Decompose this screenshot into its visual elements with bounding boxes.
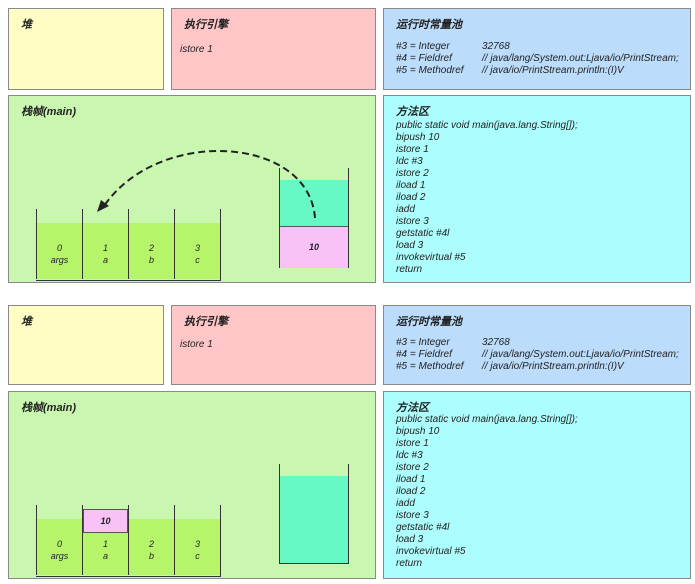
code-line: iadd [396,204,578,216]
code-line: getstatic #4l [396,228,578,240]
code-line: iadd [396,498,578,510]
pool-row: #5 = Methodref// java/io/PrintStream.pri… [396,65,624,76]
slot-index: 1 [83,539,128,549]
local-slot-2: 2 b [128,505,174,575]
heap-title: 堆 [21,313,32,329]
slot-name: args [37,551,82,561]
slot-value: 10 [83,509,128,533]
store-arrow [9,96,377,284]
code-line: iload 2 [396,486,578,498]
heap-box: 堆 [8,305,164,385]
local-slot-3: 3 c [174,505,220,575]
constant-pool-box: 运行时常量池 #3 = Integer 32768 #4 = Fieldref//… [383,305,691,385]
slot-name: b [129,551,174,561]
code-line: iload 1 [396,180,578,192]
local-slot-0: 0 args [36,505,82,575]
code-line: ldc #3 [396,450,578,462]
code-line: getstatic #4l [396,522,578,534]
slot-index: 0 [37,539,82,549]
slot-index: 3 [175,539,220,549]
method-area-box: 方法区 public static void main(java.lang.St… [383,391,691,579]
bytecode-listing: public static void main(java.lang.String… [396,120,578,276]
code-line: return [396,558,578,570]
code-line: public static void main(java.lang.String… [396,414,578,426]
code-line: invokevirtual #5 [396,546,578,558]
constant-pool-box: 运行时常量池 #3 = Integer 32768 #4 = Fieldref//… [383,8,691,90]
slot-name: a [83,551,128,561]
current-instruction: istore 1 [180,339,213,350]
method-area-title: 方法区 [396,399,429,415]
execution-engine-box: 执行引擎 istore 1 [171,8,376,90]
code-line: istore 3 [396,216,578,228]
pool-row: #4 = Fieldref// java/lang/System.out:Lja… [396,349,679,360]
pool-row: #5 = Methodref// java/io/PrintStream.pri… [396,361,624,372]
method-area-title: 方法区 [396,103,429,119]
stack-frame-box: 栈帧(main) 0 args 10 1 a 2 b 3 c [8,391,376,579]
local-slot-1: 10 1 a [82,505,128,575]
code-line: invokevirtual #5 [396,252,578,264]
code-line: istore 1 [396,144,578,156]
code-line: istore 3 [396,510,578,522]
slot-name: c [175,551,220,561]
execution-engine-title: 执行引擎 [184,16,228,32]
execution-engine-box: 执行引擎 istore 1 [171,305,376,385]
local-variable-table: 0 args 10 1 a 2 b 3 c [36,505,221,577]
operand-stack [279,464,349,564]
stack-frame-title: 栈帧(main) [21,399,76,415]
execution-engine-title: 执行引擎 [184,313,228,329]
heap-title: 堆 [21,16,32,32]
constant-pool-title: 运行时常量池 [396,313,462,329]
code-line: iload 1 [396,474,578,486]
pool-row: #4 = Fieldref// java/lang/System.out:Lja… [396,53,679,64]
current-instruction: istore 1 [180,44,213,55]
code-line: bipush 10 [396,132,578,144]
code-line: bipush 10 [396,426,578,438]
code-line: istore 2 [396,462,578,474]
code-line: load 3 [396,240,578,252]
heap-box: 堆 [8,8,164,90]
code-line: istore 2 [396,168,578,180]
code-line: ldc #3 [396,156,578,168]
bytecode-listing: public static void main(java.lang.String… [396,414,578,570]
code-line: load 3 [396,534,578,546]
constant-pool-title: 运行时常量池 [396,16,462,32]
code-line: return [396,264,578,276]
code-line: istore 1 [396,438,578,450]
pool-row: #3 = Integer 32768 [396,41,510,52]
code-line: public static void main(java.lang.String… [396,120,578,132]
stack-frame-box: 栈帧(main) 0 args 1 a 2 b 3 c [8,95,376,283]
method-area-box: 方法区 public static void main(java.lang.St… [383,95,691,283]
code-line: iload 2 [396,192,578,204]
pool-row: #3 = Integer 32768 [396,337,510,348]
slot-index: 2 [129,539,174,549]
